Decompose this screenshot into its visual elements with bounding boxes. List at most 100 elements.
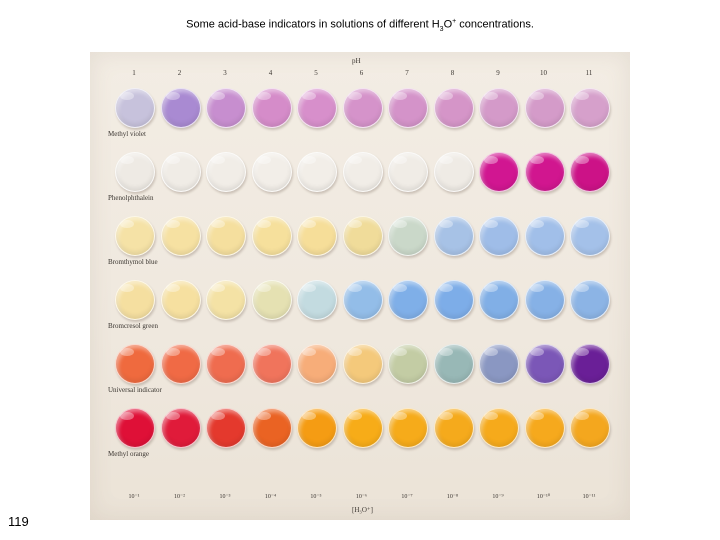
indicator-beaker [251, 216, 292, 256]
indicator-beaker [160, 216, 201, 256]
h3o-axis-title: [H₃O⁺] [352, 506, 373, 514]
indicator-beaker [479, 216, 519, 256]
indicator-beaker [479, 280, 519, 320]
indicator-beaker [160, 280, 201, 320]
ph-value-label: 3 [223, 69, 227, 77]
indicator-beaker [160, 344, 201, 384]
ph-value-label: 10 [540, 69, 547, 77]
ph-axis-title: pH [352, 57, 361, 65]
caption-subscript: 3 [439, 25, 444, 33]
indicator-name-label: Methyl violet [108, 130, 146, 138]
indicator-beaker [115, 408, 155, 448]
indicator-beaker [388, 88, 428, 128]
indicator-beaker [342, 344, 383, 384]
indicator-beaker [570, 280, 610, 320]
indicator-beaker [570, 216, 610, 256]
indicator-name-label: Bromcresol green [108, 322, 158, 330]
indicator-beaker [251, 408, 292, 448]
ph-value-label: 2 [177, 69, 182, 77]
indicator-beaker [570, 88, 610, 128]
indicator-beaker [115, 88, 155, 128]
indicator-beaker [206, 280, 246, 320]
h3o-value-label: 10⁻³ [219, 494, 231, 500]
indicator-beaker [206, 408, 246, 448]
caption-superscript: + [452, 18, 457, 25]
h3o-value-label: 10⁻⁶ [355, 494, 368, 500]
indicator-beaker [570, 152, 610, 192]
indicator-beaker [297, 408, 337, 448]
caption-text-o: O [443, 18, 453, 31]
ph-value-label: 11 [585, 69, 593, 77]
indicator-beaker [433, 88, 474, 128]
h3o-value-label: 10⁻⁸ [446, 494, 459, 500]
indicator-beaker [524, 280, 565, 320]
indicator-photograph: pH [H₃O⁺] 1 2 3 4 5 6 7 8 9 10 11 Methyl violet Phen… [90, 52, 630, 520]
indicator-beaker [388, 216, 428, 256]
h3o-value-label: 10⁻⁴ [264, 494, 277, 500]
indicator-beaker [388, 344, 428, 384]
caption-text-end: concentrations. [456, 18, 534, 31]
indicator-beaker [479, 88, 519, 128]
indicator-beaker [388, 152, 428, 192]
indicator-beaker [570, 408, 610, 448]
h3o-value-label: 10⁻² [174, 494, 185, 500]
indicator-beaker [433, 280, 474, 320]
indicator-name-label: Universal indicator [108, 386, 162, 394]
ph-value-label: 9 [496, 69, 500, 77]
indicator-name-label: Methyl orange [108, 450, 150, 458]
indicator-beaker [524, 344, 565, 384]
indicator-beaker [342, 408, 383, 448]
indicator-beaker [115, 280, 155, 320]
indicator-beaker [342, 216, 383, 256]
h3o-value-label: 10⁻¹ [128, 494, 140, 500]
indicator-beaker [433, 344, 474, 384]
indicator-beaker [524, 152, 565, 192]
indicator-beaker [524, 216, 565, 256]
ph-value-label: 1 [132, 69, 136, 77]
indicator-beaker [297, 152, 337, 192]
indicator-beaker [160, 152, 201, 192]
indicator-beaker [524, 88, 565, 128]
indicator-name-label: Bromthymol blue [108, 258, 158, 266]
indicator-beaker [251, 344, 292, 384]
indicator-beaker [206, 88, 246, 128]
indicator-beaker [479, 344, 519, 384]
ph-value-label: 6 [359, 69, 364, 77]
ph-value-label: 8 [450, 69, 455, 77]
figure-caption: Some acid-base indicators in solutions o… [0, 18, 720, 33]
indicator-beaker [479, 408, 519, 448]
indicator-beaker [433, 152, 474, 192]
h3o-value-label: 10⁻¹¹ [582, 494, 596, 500]
indicator-beaker [433, 408, 474, 448]
ph-value-label: 7 [405, 69, 409, 77]
indicator-beaker [342, 88, 383, 128]
indicator-beaker [297, 344, 337, 384]
indicator-beaker [115, 216, 155, 256]
indicator-beaker [570, 344, 610, 384]
indicator-beaker [388, 280, 428, 320]
indicator-beaker [297, 88, 337, 128]
indicator-beaker [251, 152, 292, 192]
indicator-beaker [297, 216, 337, 256]
indicator-beaker [206, 216, 246, 256]
indicator-beaker [342, 152, 383, 192]
indicator-beaker [206, 344, 246, 384]
indicator-beaker [206, 152, 246, 192]
indicator-beaker [160, 88, 201, 128]
caption-text-start: Some acid-base indicators in solutions o… [186, 18, 440, 31]
h3o-value-label: 10⁻⁷ [401, 494, 413, 500]
indicator-beaker [297, 280, 337, 320]
ph-value-label: 4 [268, 69, 273, 77]
h3o-value-label: 10⁻¹⁰ [536, 494, 551, 500]
ph-value-label: 5 [314, 69, 318, 77]
indicator-beaker [115, 344, 155, 384]
h3o-value-label: 10⁻⁹ [492, 494, 504, 500]
indicator-beaker [524, 408, 565, 448]
indicator-beaker [251, 280, 292, 320]
indicator-beaker [433, 216, 474, 256]
indicator-beaker [342, 280, 383, 320]
indicator-beaker [251, 88, 292, 128]
indicator-beaker [115, 152, 155, 192]
indicator-name-label: Phenolphthalein [108, 194, 154, 202]
h3o-value-label: 10⁻⁵ [310, 494, 322, 500]
